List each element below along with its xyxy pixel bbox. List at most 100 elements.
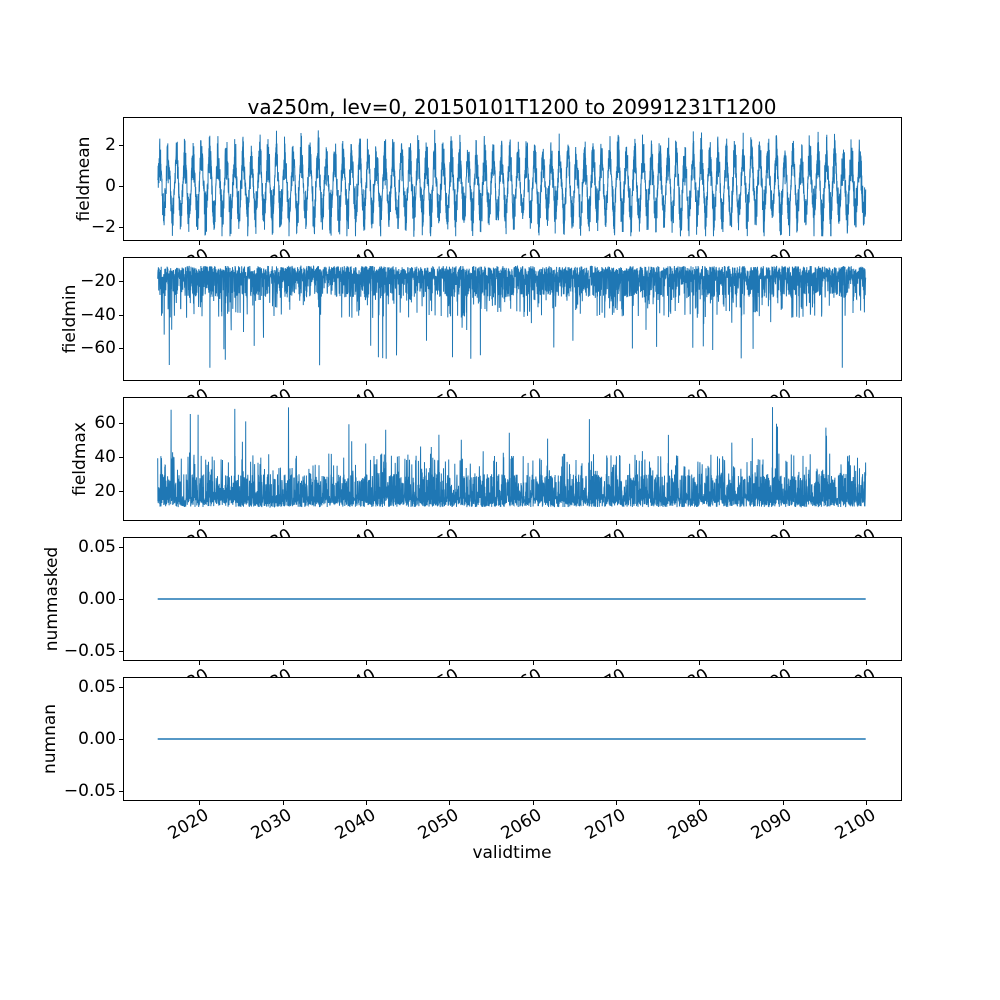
x-tick	[532, 241, 534, 245]
series-line-fieldmean	[157, 129, 867, 237]
y-tick-numnan	[119, 687, 123, 689]
x-tick	[699, 661, 701, 665]
y-tick-label-fieldmean: 0	[105, 176, 116, 197]
series-line-fieldmax	[157, 407, 867, 509]
y-tick-label-numnan: 0.00	[78, 729, 116, 749]
y-axis-label-nummasked: nummasked	[42, 546, 62, 652]
x-tick	[282, 661, 284, 665]
x-tick	[699, 381, 701, 385]
x-tick	[449, 381, 451, 385]
y-tick-label-fieldmax: 40	[94, 446, 116, 467]
x-tick	[449, 661, 451, 665]
x-tick	[199, 521, 201, 525]
y-tick-label-fieldmin: −20	[80, 271, 116, 292]
x-tick-label: 2060	[498, 805, 546, 844]
y-tick-label-numnan: 0.05	[78, 677, 116, 698]
y-tick-label-nummasked: 0.00	[78, 589, 116, 609]
x-tick	[782, 241, 784, 245]
y-tick-fieldmin	[119, 314, 123, 316]
y-tick-label-numnan: −0.05	[63, 780, 116, 801]
x-tick	[782, 801, 784, 805]
y-tick-label-fieldmax: 20	[94, 480, 116, 501]
x-tick	[282, 241, 284, 245]
x-tick	[366, 521, 368, 525]
y-axis-label-numnan: numnan	[40, 703, 60, 775]
y-tick-label-fieldmean: 2	[105, 135, 116, 156]
y-tick-numnan	[119, 739, 123, 740]
x-tick	[199, 241, 201, 245]
y-axis-label-fieldmax: fieldmax	[70, 422, 90, 496]
x-tick	[199, 661, 201, 665]
y-tick-fieldmax	[119, 490, 123, 492]
y-tick-fieldmin	[119, 281, 123, 283]
x-tick	[449, 801, 451, 805]
x-tick	[532, 661, 534, 665]
x-tick	[282, 381, 284, 385]
y-tick-nummasked	[119, 599, 123, 600]
x-tick-label: 2050	[414, 805, 463, 844]
y-tick-label-fieldmin: −40	[80, 304, 116, 325]
y-tick-label-fieldmean: −2	[90, 217, 116, 238]
y-tick-label-fieldmin: −60	[80, 338, 116, 359]
x-tick-label: 2080	[664, 805, 713, 844]
y-axis-label-fieldmean: fieldmean	[74, 136, 94, 222]
x-tick	[199, 801, 201, 805]
x-tick	[366, 381, 368, 385]
x-axis-label: validtime	[472, 843, 552, 863]
x-tick	[866, 801, 868, 805]
x-tick	[532, 521, 534, 525]
chart-title: va250m, lev=0, 20150101T1200 to 20991231…	[247, 95, 777, 119]
x-tick	[366, 801, 368, 805]
x-tick	[616, 801, 618, 805]
axes-fieldmean	[123, 117, 902, 241]
x-tick	[449, 521, 451, 525]
y-tick-fieldmax	[119, 456, 123, 458]
x-tick	[782, 521, 784, 525]
x-tick	[199, 381, 201, 385]
y-tick-fieldmean	[119, 145, 123, 147]
x-tick	[366, 661, 368, 665]
x-tick-label: 2100	[831, 805, 880, 844]
x-tick	[616, 661, 618, 665]
y-tick-fieldmean	[119, 186, 123, 188]
y-tick-nummasked	[119, 650, 123, 652]
axes-nummasked	[123, 537, 902, 661]
x-tick-label: 2090	[748, 805, 796, 844]
x-tick	[782, 381, 784, 385]
x-tick	[282, 521, 284, 525]
series-line-fieldmin	[157, 264, 867, 368]
x-tick	[699, 521, 701, 525]
x-tick	[866, 241, 868, 245]
axes-fieldmax	[123, 397, 902, 521]
x-tick	[782, 661, 784, 665]
x-tick-label: 2070	[581, 805, 630, 844]
y-tick-label-fieldmax: 60	[94, 412, 116, 433]
y-tick-label-nummasked: 0.05	[78, 537, 116, 558]
x-tick	[449, 241, 451, 245]
y-axis-label-fieldmin: fieldmin	[60, 284, 80, 354]
y-tick-fieldmax	[119, 422, 123, 424]
y-tick-label-nummasked: −0.05	[63, 640, 116, 661]
y-tick-numnan	[119, 790, 123, 792]
x-tick-label: 2030	[248, 805, 296, 844]
x-tick	[366, 241, 368, 245]
axes-numnan	[123, 677, 902, 801]
x-tick	[866, 661, 868, 665]
x-tick	[699, 801, 701, 805]
x-tick	[532, 381, 534, 385]
x-tick-label: 2020	[164, 805, 213, 844]
axes-fieldmin	[123, 257, 902, 381]
y-tick-nummasked	[119, 547, 123, 549]
x-tick	[616, 521, 618, 525]
x-tick	[282, 801, 284, 805]
x-tick	[866, 521, 868, 525]
x-tick	[699, 241, 701, 245]
x-tick-label: 2040	[331, 805, 380, 844]
y-tick-fieldmean	[119, 227, 123, 229]
x-tick	[616, 241, 618, 245]
x-tick	[616, 381, 618, 385]
x-tick	[532, 801, 534, 805]
y-tick-fieldmin	[119, 348, 123, 350]
x-tick	[866, 381, 868, 385]
